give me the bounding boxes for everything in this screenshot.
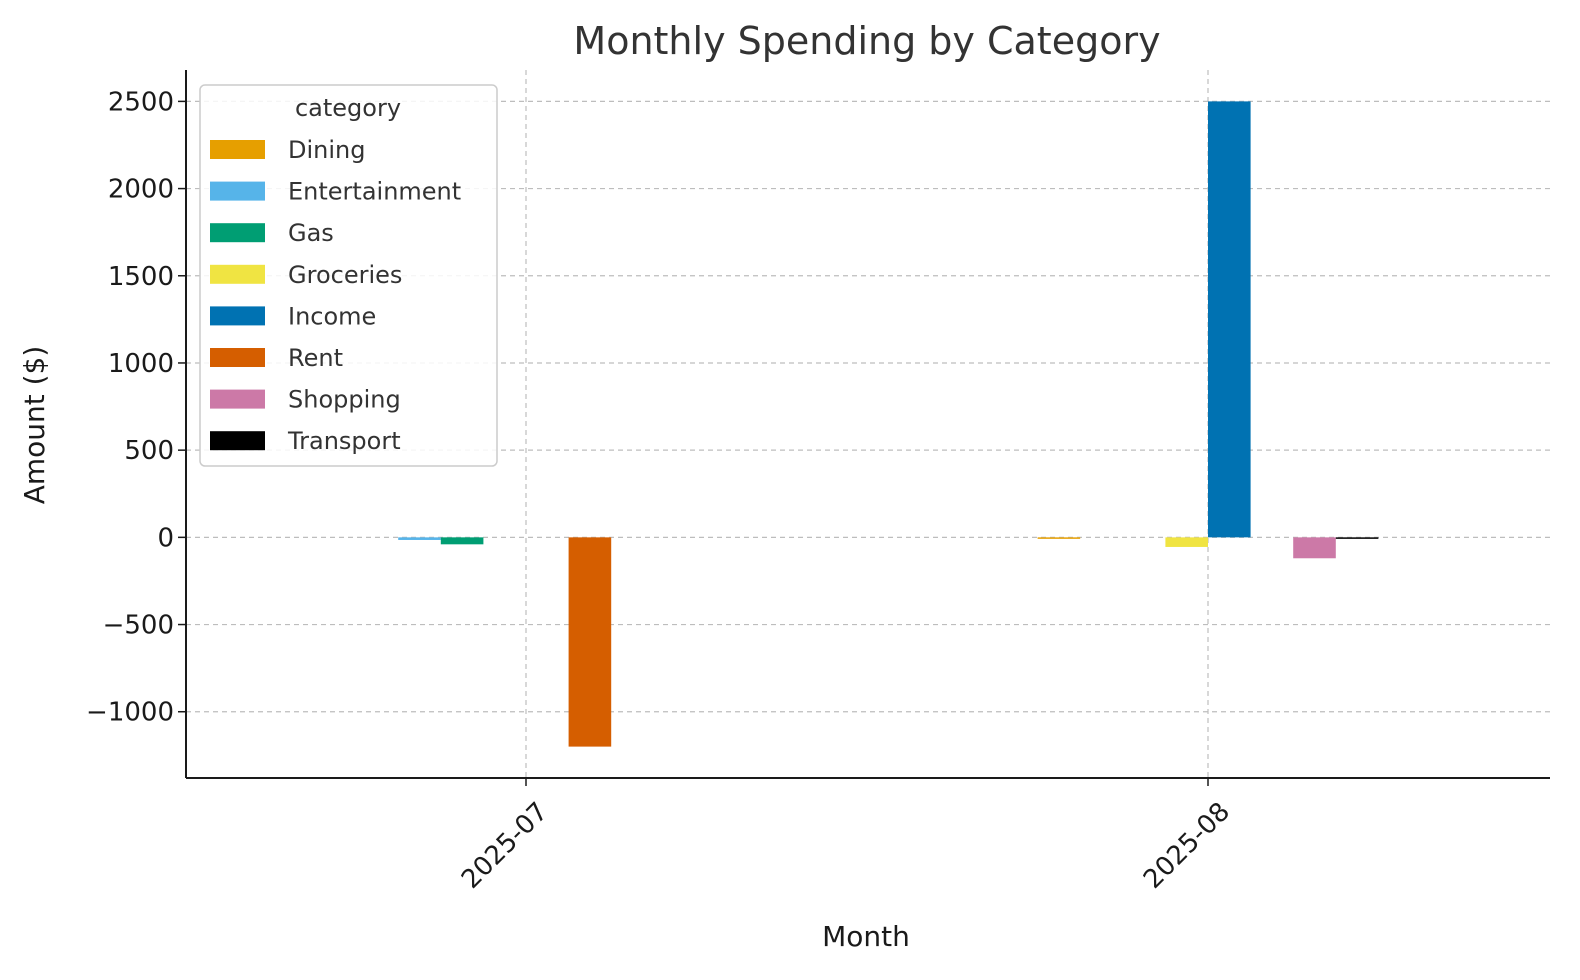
y-tick-label: 0 [157,523,174,553]
bar-income-2025-08 [1208,101,1251,538]
legend-label-shopping: Shopping [288,386,401,414]
y-tick-label: 2500 [108,87,174,117]
legend-label-entertainment: Entertainment [288,178,461,206]
legend-label-rent: Rent [288,344,343,372]
legend-label-dining: Dining [288,136,365,164]
legend-swatch-entertainment [210,181,265,201]
bar-groceries-2025-08 [1165,537,1208,547]
legend-swatch-transport [210,431,265,451]
y-tick-label: −500 [103,611,174,641]
bar-dining-2025-08 [1037,537,1081,539]
y-tick-label: 500 [124,436,174,466]
bar-gas-2025-07 [440,537,484,545]
legend: category Dining Entertainment Gas Groceries… [199,84,498,467]
bar-transport-2025-08 [1335,537,1379,539]
y-axis-ticks: −1000 −500 0 500 1000 1500 2000 2500 [86,87,186,728]
legend-label-groceries: Groceries [288,261,402,289]
legend-swatch-rent [210,348,265,367]
legend-label-gas: Gas [288,219,334,247]
bar-shopping-2025-08 [1293,537,1336,559]
legend-box [199,84,498,467]
legend-swatch-income [210,306,265,326]
legend-swatch-gas [210,223,265,243]
legend-title: category [295,94,401,122]
legend-label-income: Income [288,302,376,330]
legend-swatch-dining [210,140,265,159]
chart-title: Monthly Spending by Category [573,19,1160,63]
y-tick-label: 2000 [108,175,174,205]
y-tick-label: 1500 [108,262,174,292]
legend-swatch-groceries [210,264,265,284]
bar-rent-2025-07 [568,537,612,747]
bar-entertainment-2025-07 [398,537,441,540]
x-tick-label: 2025-07 [456,797,554,895]
x-tick-label: 2025-08 [1138,797,1236,895]
y-axis-label: Amount ($) [18,346,51,505]
y-tick-label: −1000 [86,698,174,728]
y-tick-label: 1000 [108,349,174,379]
x-axis-label: Month [822,920,910,953]
legend-label-transport: Transport [287,427,401,455]
legend-entries: Dining Entertainment Gas Groceries Income Ren… [210,136,461,455]
x-axis-ticks: 2025-07 2025-08 [456,778,1236,895]
bars [398,101,1379,747]
legend-swatch-shopping [210,389,265,409]
